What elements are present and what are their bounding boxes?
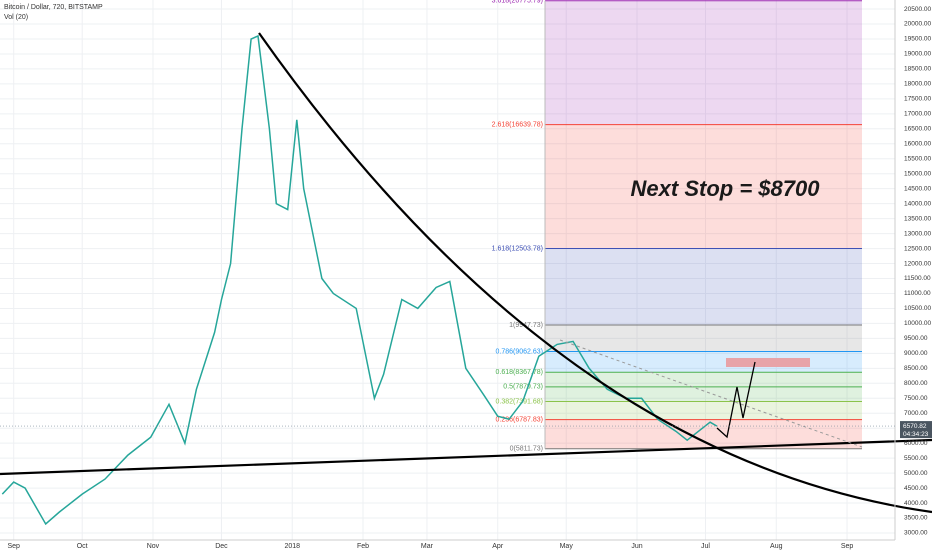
x-tick-label: Mar (421, 543, 434, 550)
x-tick-label: Dec (215, 543, 228, 550)
y-tick-label: 19500.00 (904, 36, 931, 43)
fib-band (545, 124, 862, 249)
y-tick-label: 4000.00 (904, 500, 928, 507)
y-tick-label: 7000.00 (904, 410, 928, 417)
y-tick-label: 3500.00 (904, 515, 928, 522)
x-tick-label: Jun (631, 543, 642, 550)
fib-band (545, 351, 862, 373)
downtrend-curve (258, 32, 932, 514)
target-zone (726, 358, 810, 367)
fib-label: 3.618(20775.79) (492, 0, 543, 5)
y-tick-label: 8000.00 (904, 380, 928, 387)
fib-label: 0.786(9062.63) (496, 348, 543, 355)
y-tick-label: 14500.00 (904, 185, 931, 192)
y-tick-label: 5500.00 (904, 455, 928, 462)
y-tick-label: 17500.00 (904, 96, 931, 103)
fib-band (545, 324, 862, 352)
y-tick-label: 7500.00 (904, 395, 928, 402)
y-tick-label: 9500.00 (904, 335, 928, 342)
y-tick-label: 11000.00 (904, 290, 931, 297)
y-tick-label: 4500.00 (904, 485, 928, 492)
fib-band (545, 372, 862, 387)
y-tick-label: 17000.00 (904, 111, 931, 118)
fib-label: 0.618(8367.78) (496, 369, 543, 376)
x-tick-label: May (560, 543, 574, 550)
x-tick-label: Sep (841, 543, 854, 550)
x-tick-label: Jul (701, 543, 710, 550)
annotation: Next Stop = $8700 (631, 176, 821, 201)
y-tick-label: 13000.00 (904, 230, 931, 237)
fib-label: 0.236(6787.83) (496, 416, 543, 423)
x-tick-label: Nov (147, 543, 160, 550)
fib-label: 0.5(7879.73) (503, 384, 543, 391)
y-tick-label: 10000.00 (904, 320, 931, 327)
price-series (1, 34, 718, 526)
y-tick-label: 12500.00 (904, 245, 931, 252)
y-tick-label: 14000.00 (904, 200, 931, 207)
y-tick-label: 13500.00 (904, 215, 931, 222)
y-tick-label: 10500.00 (904, 305, 931, 312)
y-tick-label: 3000.00 (904, 530, 928, 537)
fib-band (545, 0, 862, 125)
fib-label: 2.618(16639.78) (492, 121, 543, 128)
x-tick-label: Apr (492, 543, 504, 550)
fib-label: 1(9947.73) (509, 322, 543, 329)
y-tick-label: 16000.00 (904, 140, 931, 147)
support-line (0, 438, 932, 476)
y-tick-label: 8500.00 (904, 365, 928, 372)
y-tick-label: 20000.00 (904, 21, 931, 28)
dashed-trendline (559, 339, 863, 448)
x-tick-label: Aug (770, 543, 783, 550)
volume-label: Vol (20) (4, 14, 28, 21)
x-tick-label: Sep (7, 543, 20, 550)
y-tick-label: 11500.00 (904, 275, 931, 282)
last-price-badge (900, 421, 932, 439)
y-tick-label: 5000.00 (904, 470, 928, 477)
fib-band (545, 401, 862, 420)
y-tick-label: 19000.00 (904, 51, 931, 58)
x-tick-label: 2018 (284, 543, 300, 550)
countdown: 04:34:23 (903, 431, 929, 438)
fib-label: 1.618(12503.78) (492, 245, 543, 252)
fib-label: 0(5811.73) (510, 446, 543, 453)
y-tick-label: 9000.00 (904, 350, 928, 357)
fib-band (545, 386, 862, 402)
x-tick-label: Feb (357, 543, 369, 550)
fibonacci-extension: 3.618(20775.79) 2.618(16639.78) 1.618(1250… (492, 0, 862, 453)
y-tick-label: 6000.00 (904, 440, 928, 447)
axes: 3000.00 3500.00 4000.00 4500.00 5000.00 5500.… (0, 6, 932, 550)
x-tick-label: Oct (77, 543, 88, 550)
fib-band (545, 248, 862, 325)
last-price: 6570.82 (903, 423, 927, 430)
symbol-title: Bitcoin / Dollar, 720, BITSTAMP (4, 4, 103, 11)
price-line (1, 34, 718, 526)
y-tick-label: 20500.00 (904, 6, 931, 13)
y-tick-label: 16500.00 (904, 126, 931, 133)
y-tick-label: 15000.00 (904, 170, 931, 177)
y-tick-label: 18500.00 (904, 66, 931, 73)
fib-label: 0.382(7391.68) (496, 398, 543, 405)
y-tick-label: 12000.00 (904, 260, 931, 267)
y-tick-label: 15500.00 (904, 155, 931, 162)
y-tick-label: 18000.00 (904, 81, 931, 88)
projection-arrows (716, 361, 756, 439)
